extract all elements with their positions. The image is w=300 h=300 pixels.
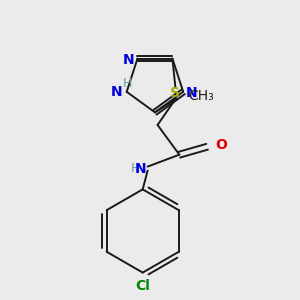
Text: H: H — [123, 77, 132, 90]
Text: N: N — [111, 85, 123, 99]
Text: O: O — [215, 138, 227, 152]
Text: Cl: Cl — [135, 280, 150, 293]
Text: N: N — [186, 86, 198, 100]
Text: N: N — [135, 162, 147, 176]
Text: S: S — [170, 86, 180, 100]
Text: H: H — [130, 162, 140, 175]
Text: N: N — [123, 52, 134, 67]
Text: CH₃: CH₃ — [189, 89, 214, 103]
